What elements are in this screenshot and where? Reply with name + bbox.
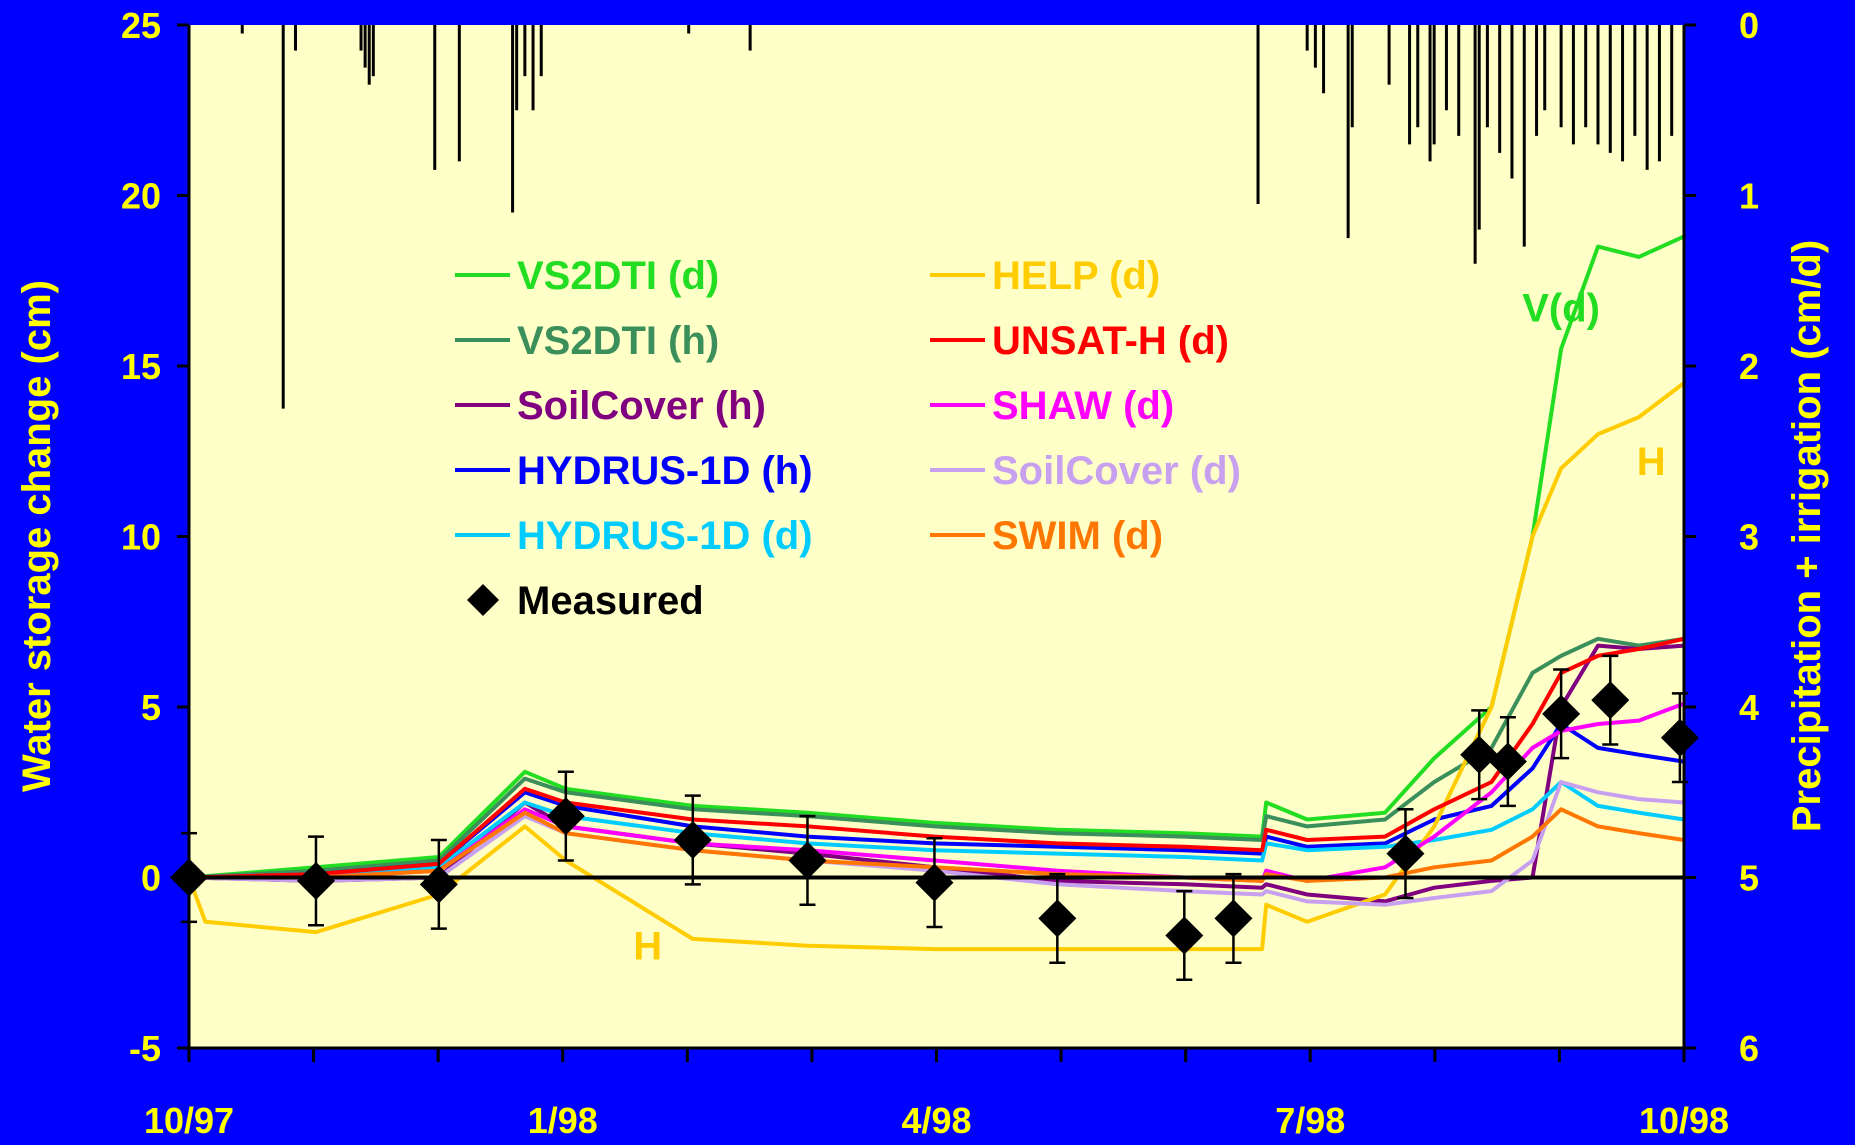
measured-point <box>1165 916 1204 955</box>
measured-point <box>788 841 827 880</box>
y2-tick-label: 5 <box>1739 858 1759 899</box>
y-tick-label: 15 <box>121 346 161 387</box>
legend-label: VS2DTI (d) <box>517 254 719 298</box>
legend-label: HYDRUS-1D (d) <box>517 514 813 558</box>
y-tick-label: 0 <box>141 858 161 899</box>
y-axis-title: Water storage change (cm) <box>15 280 59 792</box>
measured-point <box>419 865 458 904</box>
legend-measured-label: Measured <box>517 579 704 623</box>
y2-axis-title: Precipitation + irrigation (cm/d) <box>1785 240 1829 832</box>
series-line-help-d <box>187 381 1686 952</box>
annotation-label: V(d) <box>1522 287 1600 331</box>
x-tick-label: 7/98 <box>1275 1100 1345 1141</box>
y2-tick-label: 6 <box>1739 1028 1759 1069</box>
y2-tick-label: 4 <box>1739 687 1759 728</box>
y-tick-label: -5 <box>129 1028 161 1069</box>
annotations: V(d) H H <box>633 287 1665 969</box>
precipitation-bars <box>240 25 1674 409</box>
legend-label: SoilCover (d) <box>992 449 1241 493</box>
measured-point <box>1460 735 1499 774</box>
y-tick-label: 25 <box>121 5 161 46</box>
y-tick-label: 10 <box>121 517 161 558</box>
measured-point <box>915 863 954 902</box>
x-tick-label: 1/98 <box>528 1100 598 1141</box>
series-line-hydrus-1d-d <box>188 780 1685 880</box>
legend-label: UNSAT-H (d) <box>992 319 1229 363</box>
measured-point <box>296 861 335 900</box>
measured-point <box>1660 718 1699 757</box>
measured-point <box>546 797 585 836</box>
legend-label: HELP (d) <box>992 254 1160 298</box>
x-tick-label: 10/98 <box>1639 1100 1729 1141</box>
series-line-soilcover-h <box>188 643 1685 904</box>
y2-tick-label: 2 <box>1739 346 1759 387</box>
legend-label: SoilCover (h) <box>517 384 766 428</box>
legend-label: SWIM (d) <box>992 514 1163 558</box>
y2-tick-label: 3 <box>1739 517 1759 558</box>
legend-measured-marker <box>467 584 499 616</box>
measured-point <box>1214 899 1253 938</box>
measured-point <box>1386 834 1425 873</box>
x-tick-label: 4/98 <box>901 1100 971 1141</box>
tick-marks <box>177 23 1696 1062</box>
series-line-soilcover-d <box>188 780 1685 907</box>
y-tick-label: 5 <box>141 687 161 728</box>
x-tick-label: 10/97 <box>144 1100 234 1141</box>
series-lines <box>187 234 1686 952</box>
y-tick-label: 20 <box>121 176 161 217</box>
annotation-label: H <box>633 924 662 968</box>
legend-label: SHAW (d) <box>992 384 1174 428</box>
series-line-unsat-h-d <box>188 636 1685 880</box>
series-line-swim-d <box>189 807 1685 883</box>
annotation-label: H <box>1637 440 1666 484</box>
measured-point <box>1542 694 1581 733</box>
legend-label: HYDRUS-1D (h) <box>517 449 813 493</box>
measured-point <box>673 820 712 859</box>
y2-tick-label: 1 <box>1739 176 1759 217</box>
measured-point <box>1591 681 1630 720</box>
legend-label: VS2DTI (h) <box>517 319 719 363</box>
measured-point <box>1038 899 1077 938</box>
series-line-vs2dti-h <box>188 636 1685 880</box>
y2-tick-label: 0 <box>1739 5 1759 46</box>
legend: VS2DTI (d) VS2DTI (h) SoilCover (h) HYDRUS-… <box>455 254 1241 623</box>
tick-labels: -5 0 5 10 15 20 25 0 1 2 3 4 5 6 10/97 1/98 4/98 7/98 10/9… <box>121 5 1759 1141</box>
measured-point <box>1488 742 1527 781</box>
